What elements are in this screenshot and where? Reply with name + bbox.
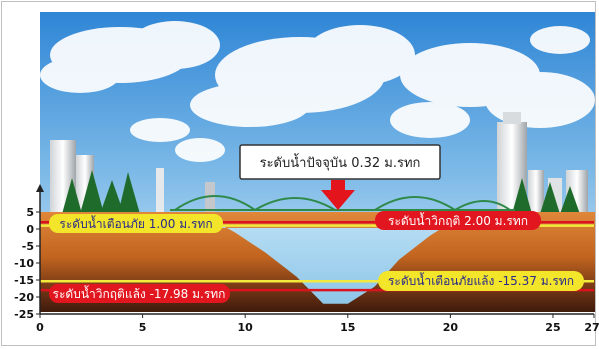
flood-critical-label: ระดับน้ำวิกฤติ 2.00 ม.รทก: [388, 212, 528, 228]
y-tick-label: -10: [14, 257, 34, 270]
x-tick-label: 20: [443, 321, 459, 334]
river-water: [210, 218, 457, 304]
y-tick-label: -15: [14, 274, 34, 287]
x-tick-label: 0: [36, 321, 44, 334]
x-tick-label: 5: [139, 321, 147, 334]
drought-critical-badge: ระดับน้ำวิกฤติแล้ง -17.98 ม.รทก: [49, 284, 230, 303]
trees: [62, 170, 580, 214]
current-level-label: ระดับน้ำปัจจุบัน 0.32 ม.รทก: [260, 153, 421, 171]
flood-critical-badge: ระดับน้ำวิกฤติ 2.00 ม.รทก: [375, 211, 541, 230]
current-level-arrow-icon: [321, 190, 355, 210]
y-axis-arrow: [36, 184, 44, 192]
flood-warning-label: ระดับน้ำเตือนภัย 1.00 ม.รทก: [59, 215, 212, 231]
x-tick-label: 15: [340, 321, 355, 334]
drought-warning-badge: ระดับน้ำเตือนภัยแล้ง -15.37 ม.รทก: [378, 271, 584, 291]
flood-warning-badge: ระดับน้ำเตือนภัย 1.00 ม.รทก: [49, 214, 223, 233]
drought-warning-label: ระดับน้ำเตือนภัยแล้ง -15.37 ม.รทก: [388, 272, 574, 288]
current-level-callout: ระดับน้ำปัจจุบัน 0.32 ม.รทก: [239, 144, 441, 210]
clouds: [40, 21, 595, 162]
y-tick-label: -25: [14, 308, 34, 321]
y-tick-label: -5: [22, 240, 34, 253]
y-tick-label: -20: [14, 291, 34, 304]
x-tick-label: 27: [584, 321, 599, 334]
x-tick-label: 10: [238, 321, 254, 334]
y-tick-label: 5: [26, 206, 34, 219]
x-tick-label: 25: [545, 321, 560, 334]
drought-critical-label: ระดับน้ำวิกฤติแล้ง -17.98 ม.รทก: [53, 285, 226, 301]
y-tick-label: 0: [26, 223, 34, 236]
